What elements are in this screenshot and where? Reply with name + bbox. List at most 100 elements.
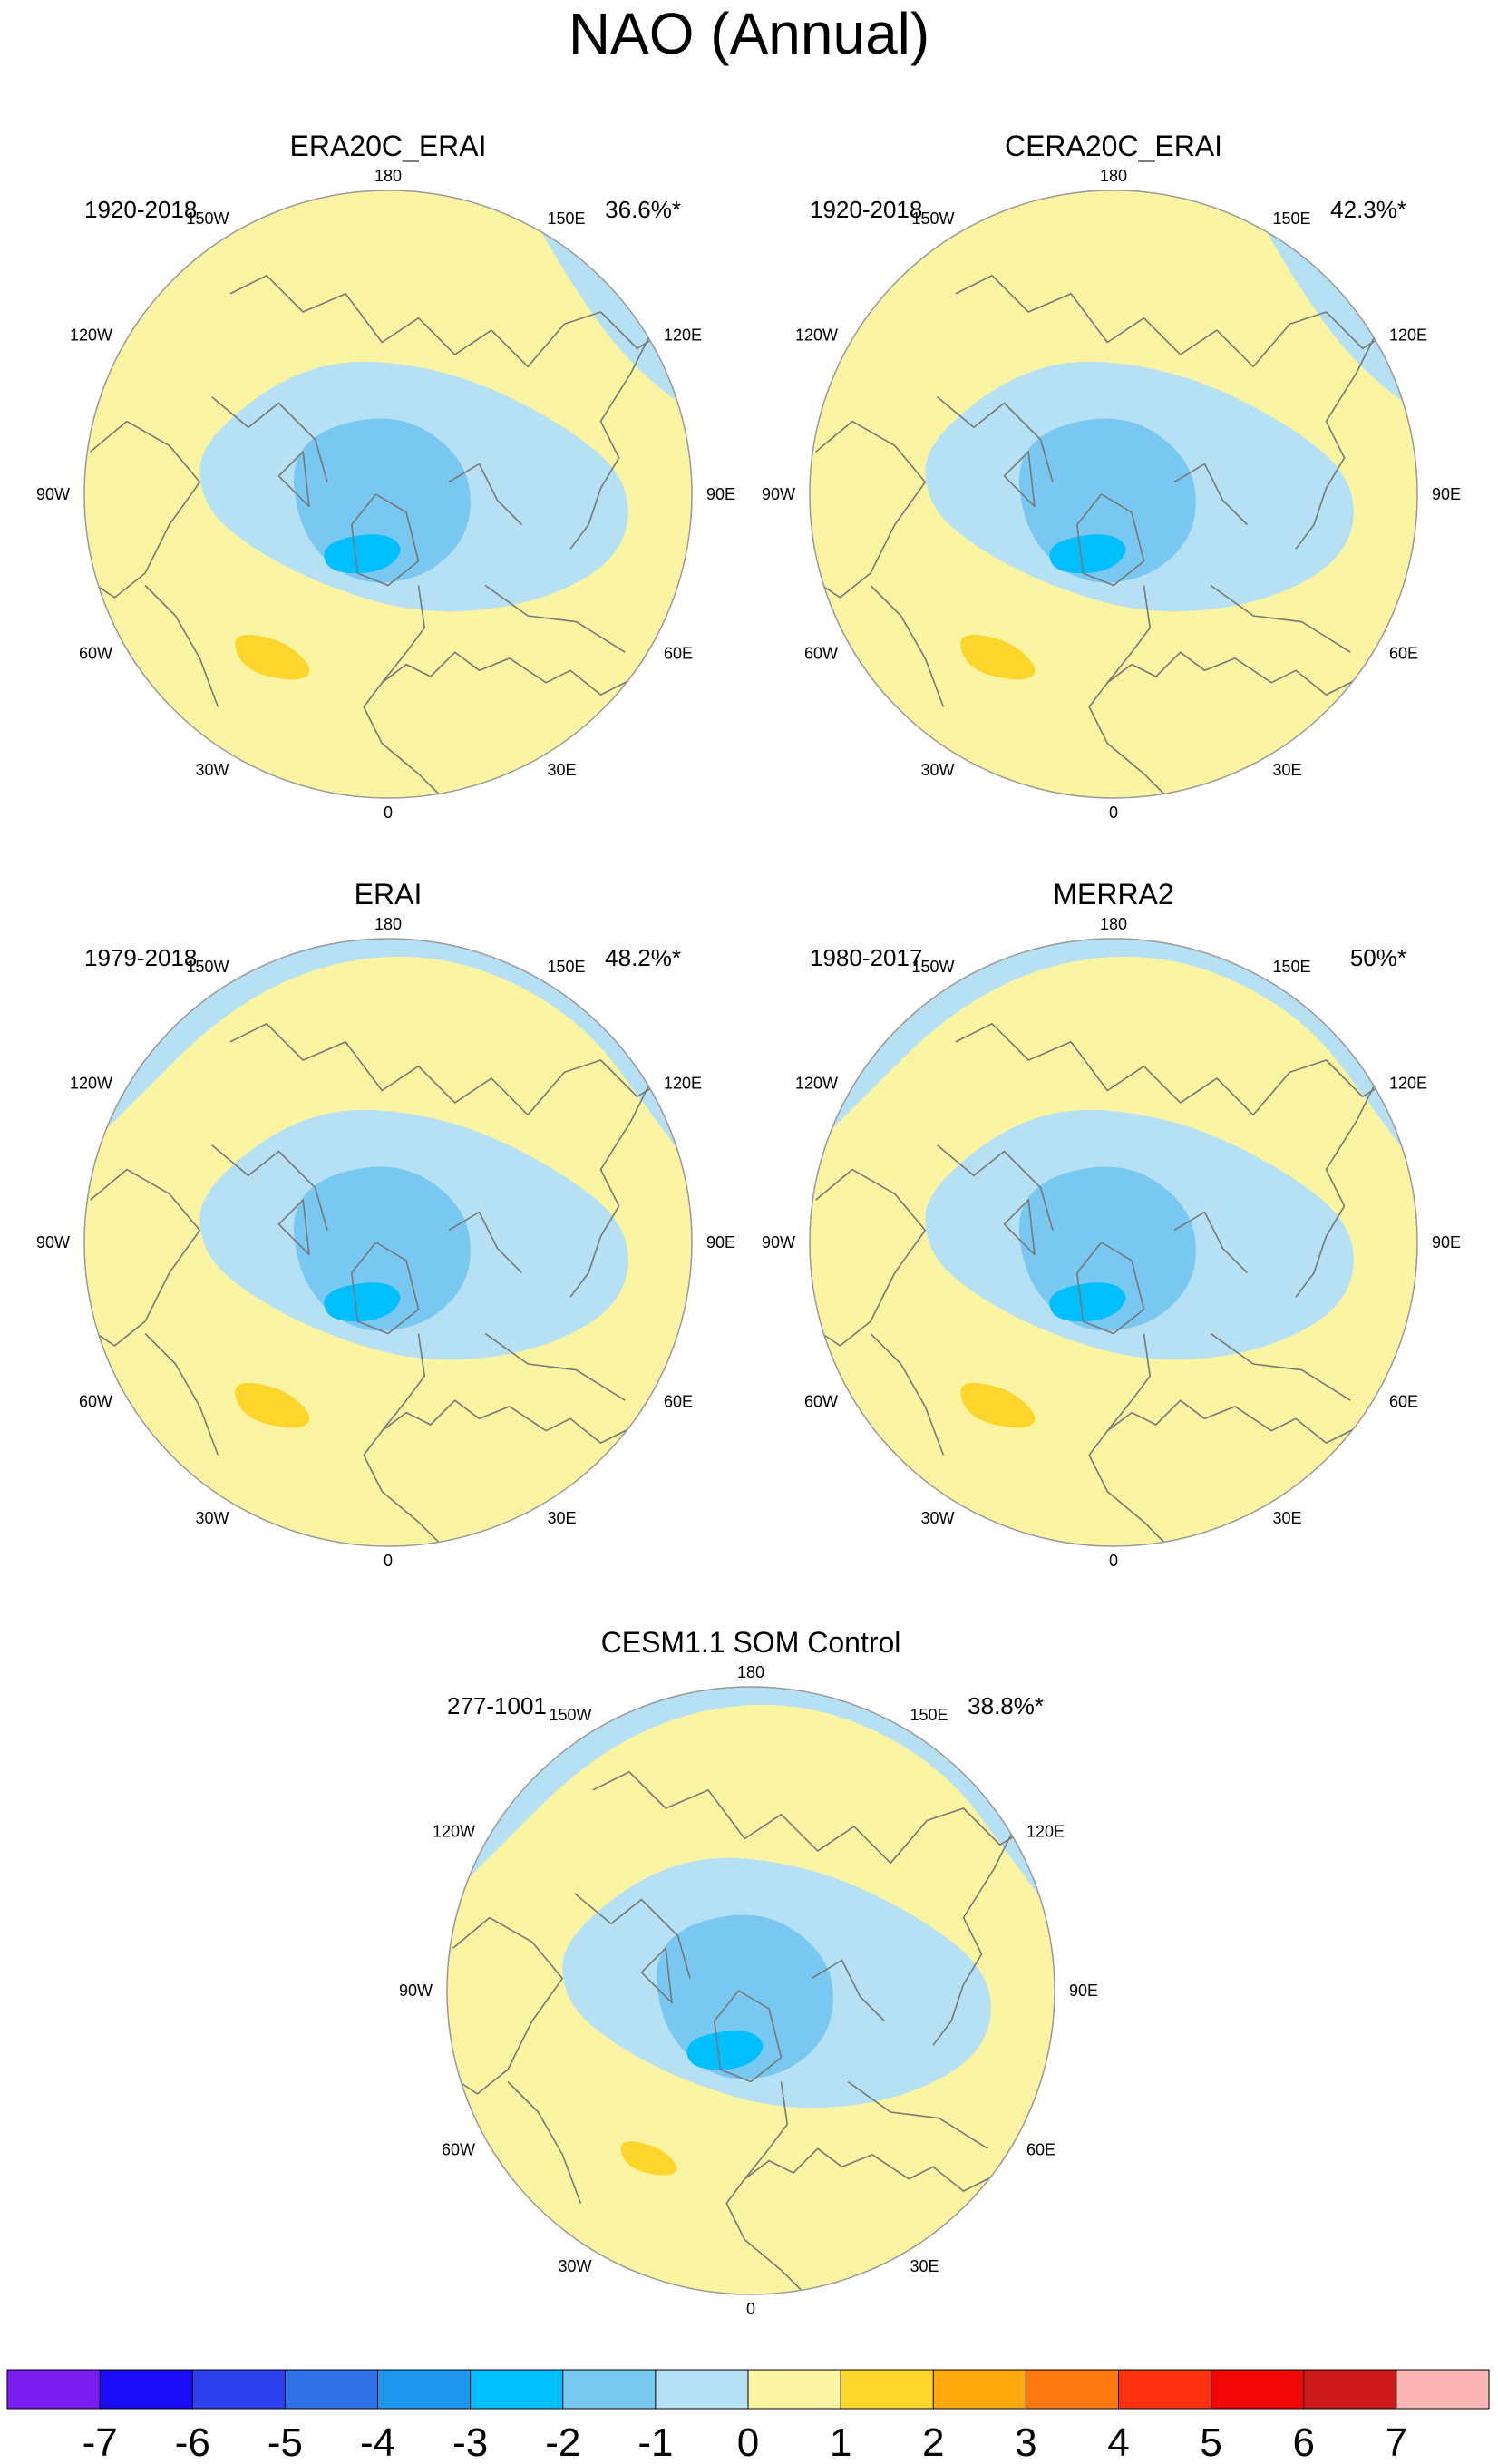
field-negative-3: [1049, 534, 1126, 574]
map-field: [84, 939, 692, 1546]
coastline-6: [211, 396, 328, 482]
lon-label-90w: 90W: [36, 485, 70, 503]
map-border-circle: [809, 938, 1418, 1547]
panel-title: MERRA2: [1053, 878, 1173, 911]
map-panel-2: 180 150E 120E 90E 60E 30E 0 30W 60W 90W 120W 150W CE…: [762, 130, 1461, 822]
map-field: [447, 1687, 1055, 2294]
colorbar-swatch-10: [841, 2370, 934, 2409]
colorbar-label: -4: [360, 2420, 395, 2464]
coastline-1: [363, 1430, 443, 1546]
field-negative-3: [324, 534, 401, 574]
map-panels: 180 150E 120E 90E 60E 30E 0 30W 60W 90W 120W 150W ER…: [36, 130, 1461, 2318]
coastline-7: [815, 1168, 927, 1347]
colorbar-swatch-3: [192, 2370, 286, 2409]
lon-label-180: 180: [374, 915, 402, 933]
panel-variance-explained: 36.6%*: [605, 196, 681, 223]
lon-label-60e: 60E: [1389, 1393, 1418, 1411]
map-border-circle: [83, 190, 693, 799]
field-positive-2: [620, 2141, 677, 2176]
map-panel-4: 180 150E 120E 90E 60E 30E 0 30W 60W 90W 120W 150W ME…: [762, 878, 1461, 1570]
coastline-2: [1106, 1399, 1388, 1456]
field-negative-3: [1049, 1282, 1126, 1322]
colorbar-label: 7: [1386, 2420, 1407, 2464]
coastline-8: [1295, 1084, 1376, 1298]
panel-title: CERA20C_ERAI: [1005, 130, 1222, 162]
coastline-1: [363, 682, 443, 798]
panel-period: 1979-2018: [84, 944, 197, 971]
coastline-5: [955, 1023, 1394, 1116]
lon-label-30w: 30W: [920, 1509, 954, 1527]
colorbar-swatch-5: [377, 2370, 472, 2409]
lon-label-0: 0: [1109, 803, 1118, 822]
lon-label-120e: 120E: [1389, 326, 1427, 345]
coastline-7: [90, 1168, 201, 1347]
coastline-4: [484, 1332, 626, 1401]
figure-title: NAO (Annual): [568, 1, 930, 66]
colorbar-label: -5: [268, 2420, 303, 2464]
lon-label-180: 180: [737, 1663, 764, 1681]
colorbar-swatch-1: [7, 2370, 101, 2409]
colorbar: -7 -6 -5 -4 -3 -2 -1 0 1 2 3 4 5 6 7: [6, 2369, 1490, 2464]
lon-label-150e: 150E: [548, 209, 586, 228]
lon-label-60e: 60E: [1026, 2141, 1055, 2159]
lon-label-120e: 120E: [1026, 1823, 1065, 1841]
colorbar-swatch-7: [562, 2370, 657, 2409]
colorbar-swatch-11: [933, 2370, 1026, 2409]
panel-period: 1980-2017: [810, 944, 922, 971]
coastline-9: [714, 1990, 783, 2083]
lon-label-180: 180: [1100, 915, 1127, 933]
panel-variance-explained: 50%*: [1350, 944, 1406, 971]
lon-label-0: 0: [384, 1552, 393, 1570]
panel-variance-explained: 38.8%*: [968, 1692, 1044, 1719]
lon-label-120w: 120W: [433, 1823, 475, 1841]
lon-label-150w: 150W: [911, 209, 954, 228]
lon-label-30w: 30W: [920, 761, 954, 779]
coastline-3: [1106, 1333, 1151, 1432]
coastline-5: [592, 1771, 1031, 1865]
coastline-9: [351, 1242, 420, 1335]
coastline-8: [932, 1832, 1013, 2046]
panel-variance-explained: 42.3%*: [1330, 196, 1406, 223]
lon-label-120w: 120W: [70, 1075, 112, 1093]
lon-label-180: 180: [1100, 167, 1127, 185]
lon-label-60e: 60E: [664, 1393, 693, 1411]
coastline-3: [1106, 585, 1151, 684]
lon-label-90e: 90E: [1432, 1233, 1461, 1251]
coastline-11: [1173, 463, 1248, 526]
panel-title: CESM1.1 SOM Control: [601, 1626, 901, 1659]
coastline-10: [1003, 1199, 1036, 1256]
lon-label-30e: 30E: [548, 761, 577, 779]
coastline-5: [229, 275, 668, 368]
lon-label-30e: 30E: [1273, 1509, 1302, 1527]
coastline-3: [381, 1333, 425, 1432]
panel-period: 1920-2018: [84, 196, 197, 223]
colorbar-label: -1: [637, 2420, 673, 2464]
lon-label-30w: 30W: [195, 761, 229, 779]
coastline-12: [144, 1332, 219, 1456]
coastline-9: [1076, 1242, 1145, 1335]
lon-label-150w: 150W: [186, 209, 229, 228]
coastline-11: [811, 1959, 885, 2022]
lon-label-30e: 30E: [548, 1509, 577, 1527]
coastline-2: [381, 651, 663, 707]
lon-label-60w: 60W: [442, 2141, 475, 2159]
lon-label-120w: 120W: [70, 326, 112, 345]
colorbar-label: -2: [545, 2420, 580, 2464]
lon-label-120e: 120E: [664, 326, 702, 345]
coastline-12: [870, 584, 945, 707]
coastline-6: [937, 1144, 1054, 1231]
map-field: [810, 939, 1417, 1546]
coastline-7: [452, 1916, 564, 2095]
coastline-12: [144, 584, 219, 707]
field-negative-3: [686, 2031, 764, 2070]
coastline-1: [1088, 682, 1169, 798]
lon-label-60w: 60W: [79, 645, 112, 663]
coastline-12: [870, 1332, 945, 1456]
lon-label-30w: 30W: [558, 2257, 591, 2275]
coastline-5: [229, 1023, 668, 1116]
lon-label-150e: 150E: [548, 958, 586, 976]
colorbar-label: 0: [737, 2420, 759, 2464]
lon-label-90e: 90E: [1069, 1982, 1098, 2000]
colorbar-label: 6: [1293, 2420, 1315, 2464]
